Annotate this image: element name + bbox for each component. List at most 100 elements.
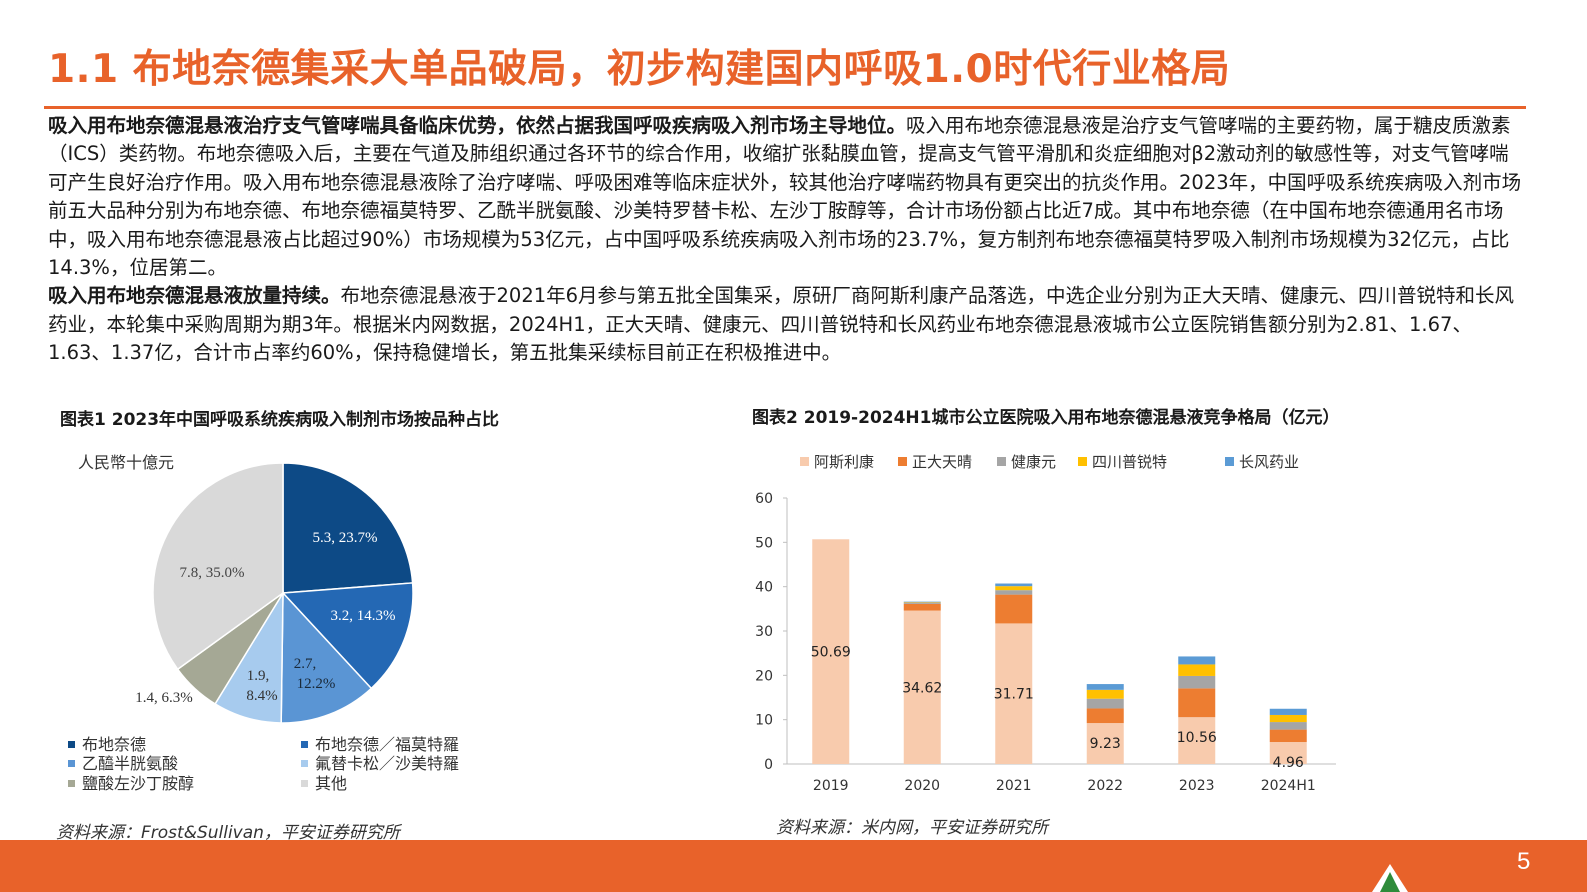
pie-slices xyxy=(152,462,414,724)
body-text: 吸入用布地奈德混悬液治疗支气管哮喘具备临床优势，依然占据我国呼吸疾病吸入剂市场主… xyxy=(48,112,1526,368)
legend-swatch-fluticasone xyxy=(301,760,308,767)
legend-fluticasone: 氟替卡松／沙美特羅 xyxy=(315,755,459,773)
figure-1-title: 图表1 2023年中国呼吸系统疾病吸入制剂市场按品种占比 xyxy=(60,410,500,430)
bar-segment xyxy=(995,583,1033,587)
pie-label-levosalbutamol: 1.4, 6.3% xyxy=(135,690,193,706)
company-logo-icon xyxy=(1372,864,1408,892)
paragraph-2-text: 布地奈德混悬液于2021年6月参与第五批全国集采，原研厂商阿斯利康产品落选，中选… xyxy=(48,284,1515,365)
bar-segment xyxy=(1178,656,1216,665)
y-tick-label: 10 xyxy=(755,713,773,729)
bar-segment xyxy=(1086,698,1124,709)
footer-bar xyxy=(0,840,1587,892)
bar-segment xyxy=(1086,684,1124,690)
bar-segment xyxy=(1086,723,1124,764)
stacked-bar-chart: 阿斯利康 正大天晴 健康元 四川普锐特 长风药业 0 10 20 30 40 50 60 2019 20… xyxy=(755,453,1336,794)
bar-segment xyxy=(1178,717,1216,764)
bar-segment xyxy=(812,539,850,764)
legend-swatch-budesonide-formoterol xyxy=(301,741,308,748)
pie-label-fluticasone-1: 1.9, xyxy=(247,668,270,684)
legend-budesonide-formoterol: 布地奈德／福莫特羅 xyxy=(315,736,459,754)
bar-legend-label-0: 阿斯利康 xyxy=(814,453,874,471)
pie-legend: 布地奈德 布地奈德／福莫特羅 乙醯半胱氨酸 氟替卡松／沙美特羅 鹽酸左沙丁胺醇 … xyxy=(68,736,459,793)
bar-segment xyxy=(995,623,1033,764)
pie-chart: 人民幣十億元 5.3, 23.7% 3.2, 14.3% 2.7, 12.2% … xyxy=(68,454,459,793)
y-tick-label: 50 xyxy=(755,535,773,551)
bar-data-label: 31.71 xyxy=(994,687,1034,703)
x-tick-label: 2022 xyxy=(1087,778,1123,794)
bar-legend-label-1: 正大天晴 xyxy=(912,453,972,471)
figure-2-source: 资料来源：米内网，平安证券研究所 xyxy=(776,818,1048,838)
bar-marks: 50.69 34.62 31.71 9.23 10.56 4.96 xyxy=(811,539,1307,771)
bar-segment xyxy=(1269,714,1307,723)
x-tick-label: 2019 xyxy=(813,778,849,794)
bar-legend-label-2: 健康元 xyxy=(1011,453,1056,471)
bar-segment xyxy=(995,586,1033,591)
bar-segment xyxy=(903,602,941,604)
page-number: 5 xyxy=(1517,848,1531,875)
x-tick-label: 2020 xyxy=(904,778,940,794)
pie-label-acetylcysteine-2: 12.2% xyxy=(297,676,336,692)
paragraph-1-text: 吸入用布地奈德混悬液是治疗支气管哮喘的主要药物，属于糖皮质激素（ICS）类药物。… xyxy=(48,114,1522,280)
legend-acetylcysteine: 乙醯半胱氨酸 xyxy=(82,755,178,773)
bar-legend-swatch-0 xyxy=(800,457,809,466)
legend-swatch-budesonide xyxy=(68,741,75,748)
y-tick-label: 20 xyxy=(755,668,773,684)
y-tick-label: 60 xyxy=(755,491,773,507)
bar-segment xyxy=(995,594,1033,624)
bar-segment xyxy=(903,610,941,764)
bar-segment xyxy=(1269,722,1307,730)
bar-segment xyxy=(1269,729,1307,743)
pie-label-fluticasone-2: 8.4% xyxy=(246,688,277,704)
bar-segment xyxy=(903,603,941,611)
bar-segment xyxy=(1086,689,1124,699)
legend-swatch-levosalbutamol xyxy=(68,780,75,787)
legend-budesonide: 布地奈德 xyxy=(82,736,146,754)
x-tick-label: 2021 xyxy=(996,778,1032,794)
bar-legend: 阿斯利康 正大天晴 健康元 四川普锐特 长风药业 xyxy=(800,453,1299,471)
paragraph-1-heading: 吸入用布地奈德混悬液治疗支气管哮喘具备临床优势，依然占据我国呼吸疾病吸入剂市场主… xyxy=(48,114,907,137)
bar-data-label: 10.56 xyxy=(1177,730,1217,746)
x-tick-label: 2023 xyxy=(1179,778,1215,794)
bar-segment xyxy=(1269,742,1307,764)
pie-label-other: 7.8, 35.0% xyxy=(180,565,245,581)
legend-levosalbutamol: 鹽酸左沙丁胺醇 xyxy=(82,775,194,793)
bar-axes: 0 10 20 30 40 50 60 2019 2020 2021 2022 2023 2024H1 xyxy=(755,491,1336,794)
page-title: 1.1 布地奈德集采大单品破局，初步构建国内呼吸1.0时代行业格局 xyxy=(48,47,1231,92)
legend-swatch-acetylcysteine xyxy=(68,760,75,767)
bar-legend-label-4: 长风药业 xyxy=(1239,453,1299,471)
pie-unit-label: 人民幣十億元 xyxy=(78,454,174,472)
y-tick-label: 0 xyxy=(764,757,773,773)
legend-swatch-other xyxy=(301,780,308,787)
bar-segment xyxy=(1269,708,1307,715)
figure-2-title: 图表2 2019-2024H1城市公立医院吸入用布地奈德混悬液竞争格局（亿元） xyxy=(752,408,1340,428)
figure-1-source: 资料来源：Frost&Sullivan，平安证券研究所 xyxy=(56,823,400,843)
bar-segment xyxy=(1178,664,1216,676)
bar-segment xyxy=(1178,688,1216,718)
bar-legend-swatch-2 xyxy=(997,457,1006,466)
pie-slice-0 xyxy=(282,462,414,594)
pie-slice-labels: 5.3, 23.7% 3.2, 14.3% 2.7, 12.2% 1.9, 8.… xyxy=(135,530,395,706)
legend-other: 其他 xyxy=(315,775,347,793)
pie-slice-1 xyxy=(281,582,414,690)
bar-segment xyxy=(1086,708,1124,724)
bar-segment xyxy=(995,590,1033,595)
bar-data-label: 9.23 xyxy=(1090,736,1121,752)
title-divider xyxy=(44,106,1526,109)
pie-label-budesonide-formoterol: 3.2, 14.3% xyxy=(331,608,396,624)
pie-slice-5 xyxy=(152,462,284,671)
bar-legend-swatch-4 xyxy=(1225,457,1234,466)
bar-legend-swatch-1 xyxy=(898,457,907,466)
pie-label-budesonide: 5.3, 23.7% xyxy=(313,530,378,546)
pie-slice-2 xyxy=(280,591,373,724)
paragraph-2-heading: 吸入用布地奈德混悬液放量持续。 xyxy=(48,284,341,308)
bar-legend-swatch-3 xyxy=(1078,457,1087,466)
y-tick-label: 30 xyxy=(755,624,773,640)
bar-legend-label-3: 四川普锐特 xyxy=(1092,453,1167,471)
bar-data-label: 50.69 xyxy=(811,645,851,661)
bar-data-label: 34.62 xyxy=(902,680,942,696)
pie-label-acetylcysteine-1: 2.7, xyxy=(294,656,317,672)
bar-data-label: 4.96 xyxy=(1273,755,1304,771)
y-tick-label: 40 xyxy=(755,580,773,596)
bar-segment xyxy=(1178,675,1216,689)
x-tick-label: 2024H1 xyxy=(1261,778,1316,794)
